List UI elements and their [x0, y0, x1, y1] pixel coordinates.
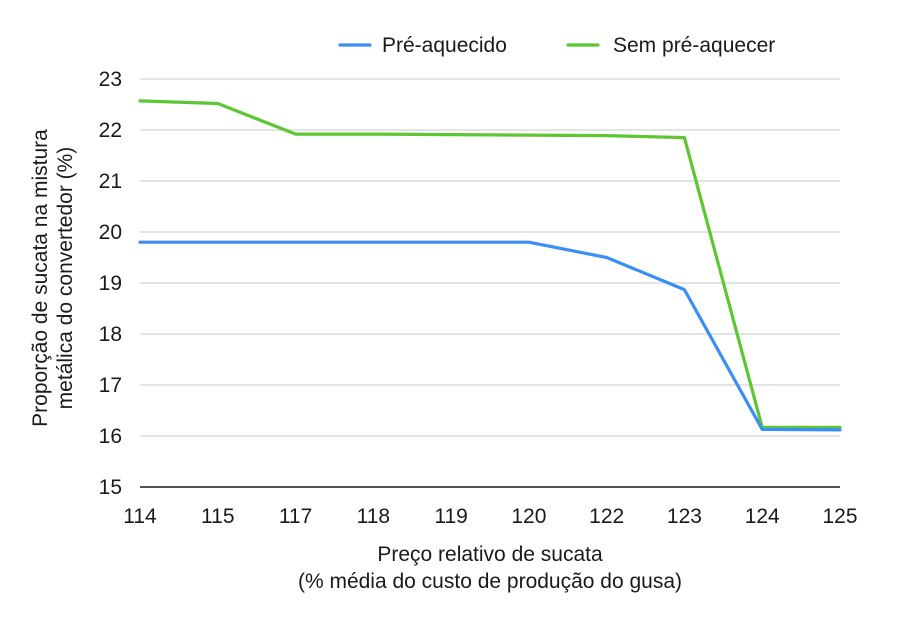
- y-tick-label: 16: [99, 425, 122, 448]
- y-tick-label: 22: [99, 119, 122, 142]
- y-tick-label: 17: [99, 374, 122, 397]
- x-tick-label: 124: [745, 505, 780, 528]
- x-axis-title-line-1: Preço relativo de sucata: [377, 543, 603, 566]
- x-tick-label: 123: [667, 505, 702, 528]
- y-axis-title: Proporção de sucata na mistura metálica …: [29, 129, 77, 427]
- x-tick-label: 120: [511, 505, 546, 528]
- x-tick-label: 114: [123, 505, 157, 528]
- y-tick-label: 19: [99, 272, 122, 295]
- legend-label-0: Pré-aquecido: [382, 34, 507, 57]
- series-line-Pré-aquecido: [138, 240, 842, 432]
- x-tick-label: 119: [434, 505, 467, 528]
- y-axis-tick-labels: 15 16 17 18 19 20 21 22 23: [99, 68, 122, 499]
- y-tick-label: 15: [99, 476, 122, 499]
- x-tick-label: 118: [357, 505, 390, 528]
- x-axis-title-line-2: (% média do custo de produção do gusa): [298, 570, 682, 593]
- x-tick-label: 125: [822, 505, 857, 528]
- y-tick-label: 21: [99, 170, 122, 193]
- y-axis-title-line-2: metálica do convertedor (%): [54, 147, 77, 410]
- x-tick-label: 115: [201, 505, 234, 528]
- legend-label-1: Sem pré-aquecer: [613, 34, 775, 57]
- gridlines: [140, 78, 840, 437]
- y-tick-label: 20: [99, 221, 122, 244]
- x-tick-label: 117: [279, 505, 312, 528]
- series-lines: [138, 99, 842, 432]
- series-line-Sem pré-aquecer: [138, 99, 842, 429]
- y-tick-label: 23: [99, 68, 122, 91]
- y-axis-title-line-1: Proporção de sucata na mistura: [29, 129, 52, 427]
- x-axis-tick-labels: 114 115 117 118 119 120 122 123 124 125: [123, 505, 857, 528]
- x-tick-label: 122: [589, 505, 624, 528]
- legend: Pré-aquecido Sem pré-aquecer: [338, 34, 775, 57]
- y-tick-label: 18: [99, 323, 122, 346]
